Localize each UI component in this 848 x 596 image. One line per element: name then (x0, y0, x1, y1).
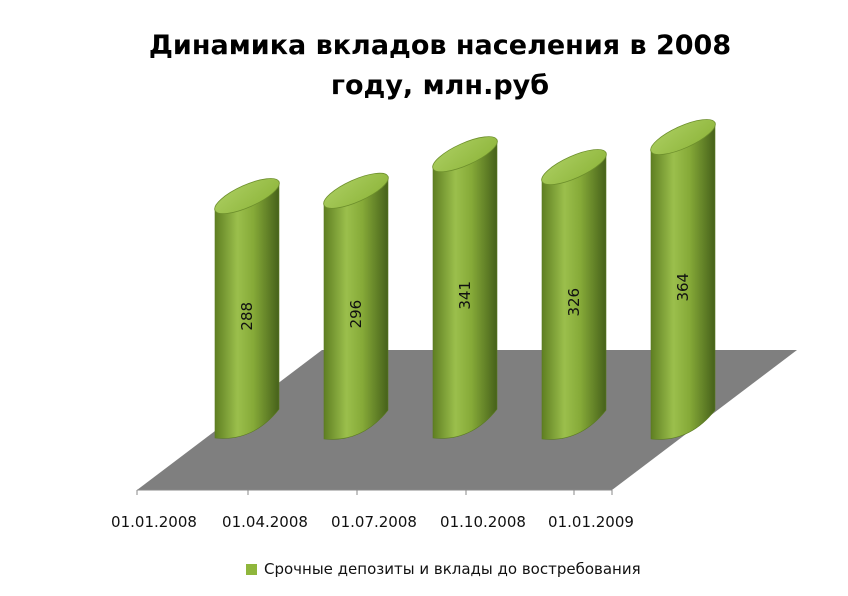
bar: 364 (650, 119, 716, 440)
data-label: 296 (347, 300, 365, 329)
legend: Срочные депозиты и вклады до востребован… (246, 558, 641, 580)
data-label: 364 (674, 273, 692, 302)
bar-top-cap (214, 178, 280, 215)
bar-top-cap (650, 119, 716, 155)
bar: 326 (541, 149, 607, 440)
bar-top-cap (541, 149, 607, 186)
chart-title-line-1: Динамика вкладов населения в 2008 (148, 30, 732, 61)
bar: 341 (432, 136, 498, 439)
bar-body (214, 181, 280, 439)
legend-swatch (246, 563, 257, 575)
data-label: 288 (238, 302, 256, 331)
x-tick-label: 01.10.2008 (440, 513, 526, 531)
bar-top-cap (432, 136, 498, 173)
legend-label: Срочные депозиты и вклады до востребован… (264, 560, 641, 578)
bar: 288 (214, 178, 280, 439)
bar-top-cap (323, 172, 389, 209)
x-tick-label: 01.01.2009 (548, 513, 634, 531)
bar-body (650, 122, 716, 440)
x-tick-label: 01.07.2008 (331, 513, 417, 531)
chart-title-line-2: году, млн.руб (330, 70, 550, 101)
bar-body (541, 152, 607, 440)
x-tick-label: 01.01.2008 (111, 513, 197, 531)
x-tick-label: 01.04.2008 (222, 513, 308, 531)
data-label: 326 (565, 288, 583, 317)
bar-body (323, 175, 389, 440)
data-label: 341 (456, 281, 474, 310)
bar: 296 (323, 172, 389, 440)
chart-title: Динамика вкладов населения в 2008 году, … (120, 26, 760, 106)
bar-body (432, 139, 498, 439)
